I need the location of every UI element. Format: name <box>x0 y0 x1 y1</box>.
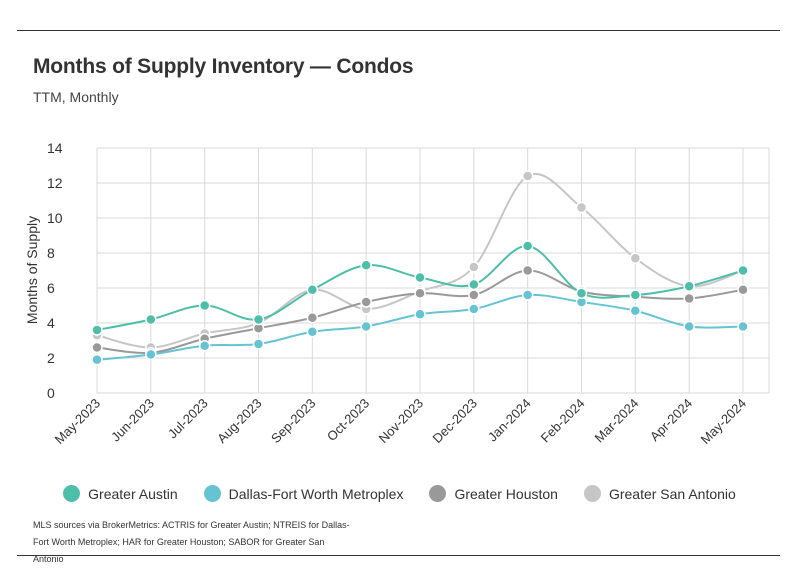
legend-item-dallas-fort-worth-metroplex: Dallas-Fort Worth Metroplex <box>203 485 404 502</box>
y-tick-label: 12 <box>47 175 63 191</box>
x-tick-label: Jan-2024 <box>485 396 534 445</box>
y-tick-label: 8 <box>47 245 55 261</box>
data-point-dallas-fort-worth-metroplex <box>198 340 211 352</box>
legend-item-greater-san-antonio: Greater San Antonio <box>583 485 736 502</box>
x-tick-label: Sep-2023 <box>268 396 318 446</box>
data-point-dallas-fort-worth-metroplex <box>683 320 695 333</box>
data-point-greater-san-antonio <box>521 170 534 182</box>
legend-item-greater-austin: Greater Austin <box>63 485 178 502</box>
legend-swatch <box>429 485 447 502</box>
y-tick-label: 6 <box>47 280 55 296</box>
data-point-greater-houston <box>414 287 426 299</box>
data-point-dallas-fort-worth-metroplex <box>91 354 103 366</box>
data-point-greater-austin <box>737 264 749 277</box>
data-point-dallas-fort-worth-metroplex <box>629 305 642 317</box>
data-point-greater-austin <box>360 259 372 271</box>
data-point-greater-houston <box>683 292 695 305</box>
data-point-greater-houston <box>737 284 749 296</box>
chart-subtitle: TTM, Monthly <box>33 89 119 105</box>
top-rule <box>17 30 780 31</box>
data-point-greater-austin <box>521 240 534 252</box>
y-tick-label: 2 <box>47 350 55 366</box>
data-point-dallas-fort-worth-metroplex <box>521 289 534 301</box>
data-point-greater-austin <box>145 313 157 326</box>
y-tick-label: 0 <box>47 385 55 401</box>
data-point-dallas-fort-worth-metroplex <box>414 308 426 320</box>
legend-swatch <box>583 485 601 502</box>
legend-label: Greater Houston <box>454 485 558 502</box>
x-tick-label: Aug-2023 <box>214 396 264 446</box>
data-point-dallas-fort-worth-metroplex <box>360 320 372 333</box>
data-point-dallas-fort-worth-metroplex <box>145 348 157 361</box>
data-point-greater-houston <box>91 341 103 354</box>
data-point-greater-houston <box>468 289 480 301</box>
data-point-greater-houston <box>306 312 319 324</box>
y-tick-label: 10 <box>47 210 63 226</box>
data-point-greater-san-antonio <box>468 261 480 273</box>
legend-label: Greater Austin <box>88 485 178 502</box>
x-tick-label: Dec-2023 <box>429 396 479 446</box>
data-point-greater-austin <box>575 287 588 299</box>
source-note: MLS sources via BrokerMetrics: ACTRIS fo… <box>33 520 350 564</box>
data-point-greater-san-antonio <box>629 252 642 264</box>
data-point-dallas-fort-worth-metroplex <box>252 338 265 350</box>
x-tick-label: Jul-2023 <box>165 396 211 442</box>
data-point-dallas-fort-worth-metroplex <box>468 303 480 315</box>
x-tick-label: Jun-2023 <box>108 396 157 445</box>
data-point-greater-austin <box>468 278 480 291</box>
legend-label: Dallas-Fort Worth Metroplex <box>228 485 404 502</box>
data-point-greater-austin <box>198 299 211 312</box>
data-point-dallas-fort-worth-metroplex <box>306 326 319 338</box>
data-point-dallas-fort-worth-metroplex <box>737 320 749 333</box>
y-tick-label: 4 <box>47 315 55 331</box>
x-tick-label: Oct-2023 <box>324 396 372 444</box>
y-tick-label: 14 <box>47 140 63 156</box>
legend-label: Greater San Antonio <box>608 485 736 502</box>
x-tick-label: May-2024 <box>698 396 749 447</box>
legend-swatch <box>63 485 81 502</box>
line-chart: 0 2 4 6 8 10 12 14 Months of Supply May-2023 Jun-2… <box>24 140 770 447</box>
data-point-greater-houston <box>360 296 372 308</box>
y-axis-label: Months of Supply <box>24 216 40 324</box>
data-point-greater-austin <box>306 284 319 296</box>
x-tick-label: Apr-2024 <box>647 396 695 444</box>
legend-swatch <box>203 485 221 502</box>
data-point-greater-austin <box>629 289 642 301</box>
x-tick-label: Feb-2024 <box>538 396 588 446</box>
data-point-greater-austin <box>683 280 695 292</box>
x-tick-label: Mar-2024 <box>592 396 642 446</box>
legend-item-greater-houston: Greater Houston <box>429 485 558 502</box>
bottom-rule <box>17 555 780 556</box>
data-point-greater-houston <box>521 264 534 277</box>
x-tick-label: Nov-2023 <box>376 396 426 446</box>
data-point-greater-san-antonio <box>575 201 588 214</box>
chart-title: Months of Supply Inventory — Condos <box>33 55 414 78</box>
x-tick-label: May-2023 <box>52 396 103 447</box>
data-point-greater-austin <box>252 313 265 326</box>
chart-legend: Greater Austin Dallas-Fort Worth Metrople… <box>0 485 799 502</box>
data-point-greater-austin <box>414 271 426 284</box>
data-point-greater-austin <box>91 324 103 336</box>
